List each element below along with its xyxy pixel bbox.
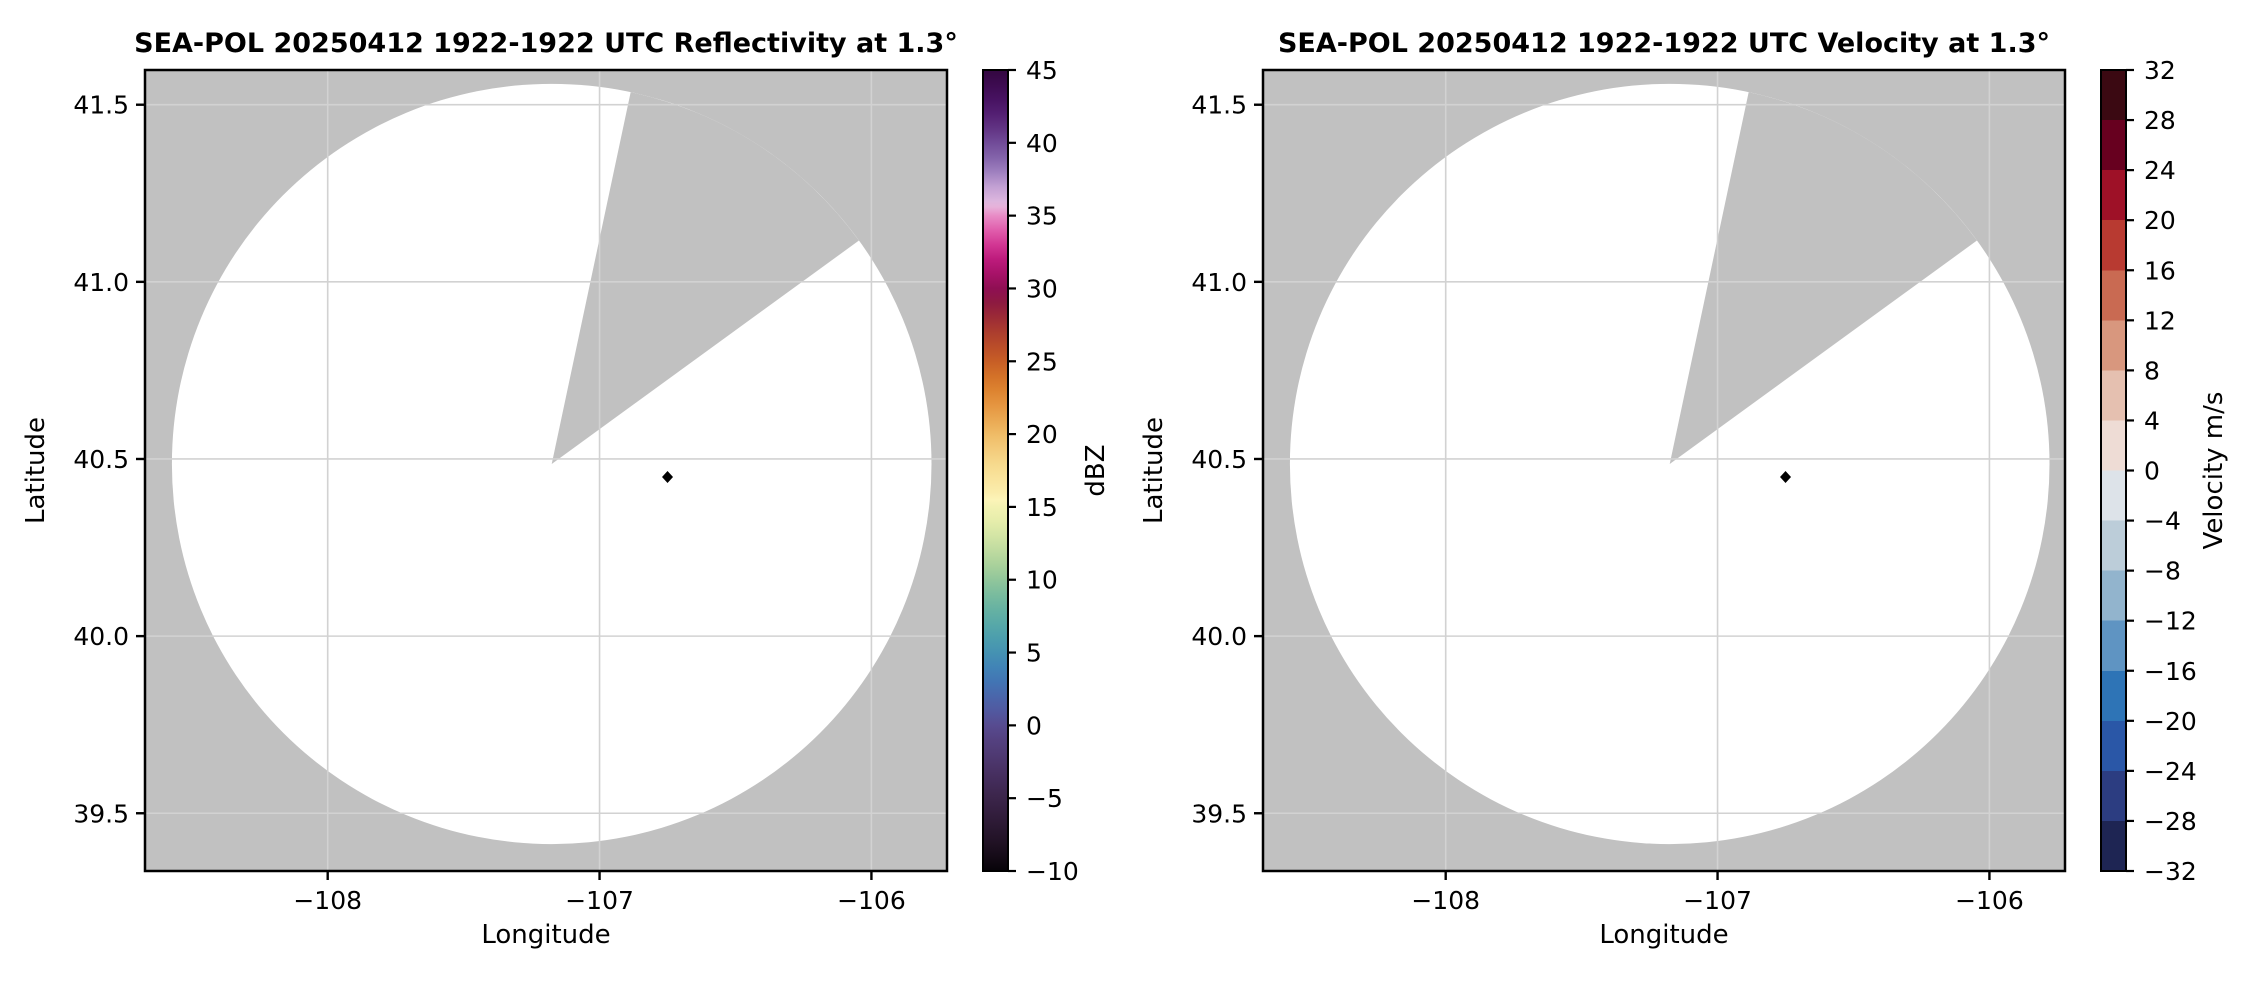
colorbar-segment bbox=[2101, 720, 2126, 771]
x-tick-label: −108 bbox=[1411, 886, 1480, 915]
colorbar-tick-label: 20 bbox=[2144, 206, 2176, 235]
colorbar-tick-label: 35 bbox=[1026, 202, 1058, 231]
colorbar-segment bbox=[2101, 170, 2126, 221]
plot-border bbox=[143, 68, 949, 873]
panel-reflectivity: −108 −107 −106 39.5 40.0 40.5 41.0 41.5 SEA-POL … bbox=[21, 28, 1111, 950]
y-tick-label: 40.5 bbox=[1191, 445, 1247, 474]
colorbar-tick-label: 15 bbox=[1026, 493, 1058, 522]
plot-border bbox=[1261, 68, 2067, 873]
colorbar-tick-label: −8 bbox=[2144, 557, 2181, 586]
y-tick-label: 41.0 bbox=[73, 268, 129, 297]
y-tick-label: 40.0 bbox=[73, 622, 129, 651]
y-tick-label: 39.5 bbox=[73, 799, 129, 828]
colorbar-tick-label: −28 bbox=[2144, 807, 2197, 836]
radar-site-marker bbox=[662, 471, 674, 484]
colorbar-tick-label: −24 bbox=[2144, 757, 2197, 786]
colorbar-segment bbox=[2101, 420, 2126, 471]
colorbar-tick-label: 12 bbox=[2144, 306, 2176, 335]
colorbar-segment bbox=[2101, 670, 2126, 721]
colorbar-tick-label: 16 bbox=[2144, 256, 2176, 285]
radar-site-marker bbox=[1780, 471, 1792, 484]
colorbar-segment bbox=[2101, 70, 2126, 121]
colorbar-segment bbox=[2101, 370, 2126, 421]
colorbar-segment bbox=[2101, 220, 2126, 271]
colorbar-tick-label: −5 bbox=[1026, 784, 1063, 813]
x-tick-label: −107 bbox=[565, 886, 634, 915]
colorbar-tick-label: 4 bbox=[2144, 406, 2160, 435]
y-tick-label: 40.5 bbox=[73, 445, 129, 474]
colorbar-tick-label: 5 bbox=[1026, 639, 1042, 668]
colorbar-segment bbox=[2101, 470, 2126, 521]
colorbar-tick-label: −32 bbox=[2144, 857, 2197, 886]
x-tick-label: −106 bbox=[837, 886, 906, 915]
y-axis-label: Latitude bbox=[1139, 417, 1169, 524]
colorbar-tick-label: 28 bbox=[2144, 106, 2176, 135]
colorbar-tick-label: 20 bbox=[1026, 420, 1058, 449]
plot-title: SEA-POL 20250412 1922-1922 UTC Reflectiv… bbox=[134, 28, 958, 59]
colorbar-tick-label: 10 bbox=[1026, 566, 1058, 595]
colorbar-scale bbox=[983, 70, 1008, 871]
colorbar-tick-label: −20 bbox=[2144, 707, 2197, 736]
x-tick-label: −107 bbox=[1683, 886, 1752, 915]
colorbar-tick-label: 40 bbox=[1026, 129, 1058, 158]
colorbar-tick-label: −4 bbox=[2144, 507, 2181, 536]
colorbar-tick-label: 24 bbox=[2144, 156, 2176, 185]
colorbar-tick-label: 25 bbox=[1026, 347, 1058, 376]
colorbar-tick-label: 0 bbox=[1026, 711, 1042, 740]
y-tick-label: 41.5 bbox=[73, 91, 129, 120]
colorbar-segment bbox=[2101, 320, 2126, 371]
plot-title: SEA-POL 20250412 1922-1922 UTC Velocity … bbox=[1278, 28, 2050, 59]
colorbar-segment bbox=[2101, 270, 2126, 321]
colorbar-segment bbox=[2101, 620, 2126, 671]
y-tick-label: 40.0 bbox=[1191, 622, 1247, 651]
colorbar-tick-label: −12 bbox=[2144, 607, 2197, 636]
colorbar-tick-label: −16 bbox=[2144, 657, 2197, 686]
coverage-group bbox=[1289, 83, 2050, 845]
colorbar-tick-label: 45 bbox=[1026, 56, 1058, 85]
y-tick-label: 41.0 bbox=[1191, 268, 1247, 297]
colorbar-unit-label: dBZ bbox=[1081, 444, 1111, 496]
colorbar-segment bbox=[2101, 820, 2126, 871]
x-axis-label: Longitude bbox=[481, 920, 610, 950]
colorbar-tick-label: −10 bbox=[1026, 857, 1079, 886]
x-tick-label: −106 bbox=[1955, 886, 2024, 915]
missing-sector-wedge bbox=[1669, 92, 1977, 464]
missing-sector-wedge bbox=[551, 92, 859, 464]
colorbar-border bbox=[982, 69, 1009, 872]
colorbar-tick-label: 8 bbox=[2144, 356, 2160, 385]
colorbar-segment bbox=[2101, 570, 2126, 621]
colorbar-tick-label: 30 bbox=[1026, 274, 1058, 303]
colorbar-segment bbox=[2101, 770, 2126, 821]
colorbar-segment bbox=[2101, 520, 2126, 571]
y-tick-label: 39.5 bbox=[1191, 799, 1247, 828]
x-tick-label: −108 bbox=[293, 886, 362, 915]
colorbar-tick-label: 32 bbox=[2144, 56, 2176, 85]
x-axis-label: Longitude bbox=[1599, 920, 1728, 950]
colorbar-tick-label: 0 bbox=[2144, 457, 2160, 486]
coverage-group bbox=[171, 83, 932, 845]
y-tick-label: 41.5 bbox=[1191, 91, 1247, 120]
panel-velocity: −108 −107 −106 39.5 40.0 40.5 41.0 41.5 SEA-POL … bbox=[1139, 28, 2229, 950]
y-axis-label: Latitude bbox=[21, 417, 51, 524]
colorbar-segment bbox=[2101, 120, 2126, 171]
colorbar-unit-label: Velocity m/s bbox=[2199, 392, 2229, 550]
